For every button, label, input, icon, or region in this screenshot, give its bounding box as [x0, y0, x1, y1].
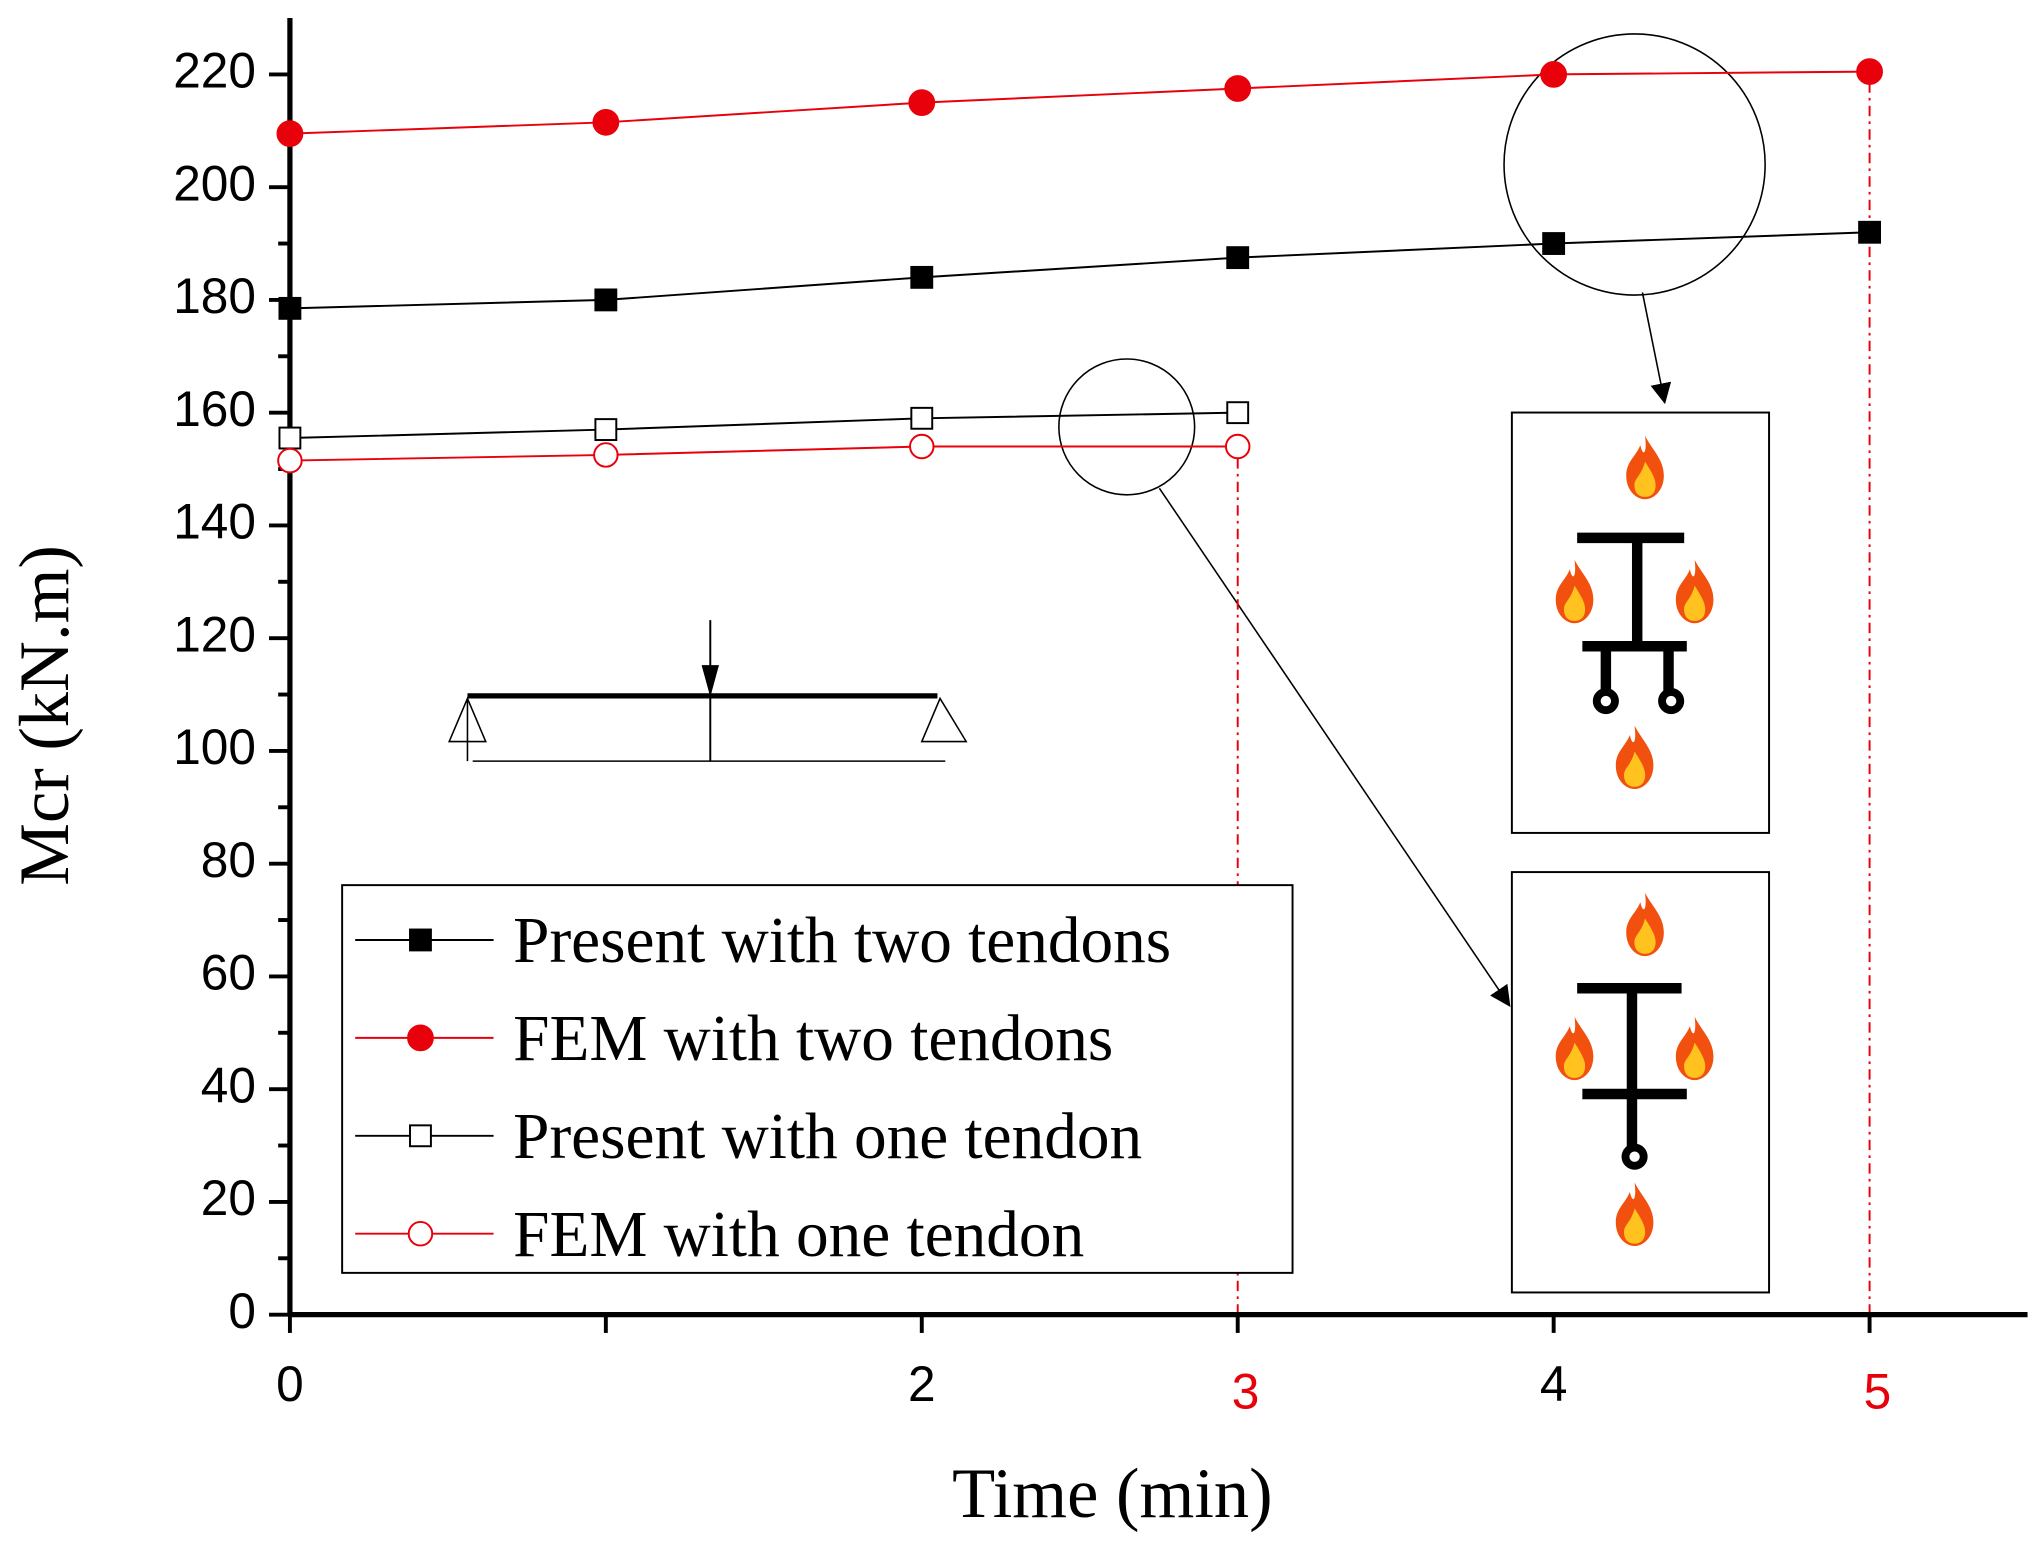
legend-label: FEM with two tendons — [513, 1003, 1113, 1075]
x-tick-label: 4 — [1540, 1356, 1568, 1412]
marker — [276, 120, 304, 147]
section-two-tendons — [1510, 411, 1771, 834]
marker — [910, 265, 934, 289]
marker — [1224, 75, 1252, 102]
marker — [594, 418, 618, 441]
marker — [1540, 61, 1568, 88]
marker — [1856, 58, 1883, 85]
x-tick-label: 5 — [1864, 1364, 1892, 1420]
y-tick-label: 220 — [173, 43, 256, 99]
x-tick-label: 0 — [276, 1356, 304, 1412]
y-tick-label: 180 — [173, 268, 256, 324]
series-line — [289, 445, 1238, 462]
legend-label: Present with two tendons — [513, 905, 1171, 977]
series-line — [289, 411, 1238, 440]
legend-label: FEM with one tendon — [513, 1199, 1084, 1271]
y-tick-label: 120 — [173, 606, 256, 662]
legend: Present with two tendons FEM with two ten… — [341, 884, 1294, 1274]
marker — [1226, 246, 1250, 270]
y-tick-label: 20 — [201, 1170, 256, 1226]
x-tick-label: 2 — [908, 1356, 936, 1412]
marker — [592, 108, 620, 136]
y-tick-label: 160 — [173, 381, 256, 437]
series-line — [289, 231, 1870, 310]
y-axis-label: Mcr (kN.m) — [6, 545, 84, 886]
marker — [1542, 232, 1566, 255]
y-tick-label: 60 — [201, 945, 256, 1001]
legend-box — [341, 884, 1294, 1274]
y-tick-label: 200 — [173, 155, 256, 211]
y-tick-label: 40 — [201, 1057, 256, 1113]
legend-marker — [407, 1024, 434, 1052]
marker — [909, 433, 935, 460]
marker — [908, 89, 936, 116]
y-tick-label: 140 — [173, 494, 256, 550]
y-tick-label: 0 — [228, 1283, 256, 1339]
legend-marker — [409, 928, 432, 952]
marker — [277, 447, 303, 474]
section-one-tendon — [1510, 871, 1771, 1294]
marker — [910, 406, 934, 430]
series-line — [289, 70, 1870, 135]
marker — [278, 426, 302, 450]
marker — [1224, 433, 1251, 460]
marker — [1858, 220, 1882, 244]
marker — [593, 442, 619, 468]
callouts — [1058, 33, 1766, 1007]
x-tick-label: 3 — [1232, 1364, 1260, 1420]
beam-sketch — [448, 620, 968, 762]
y-tick-label: 80 — [201, 832, 256, 888]
legend-marker — [407, 1220, 434, 1247]
marker — [594, 288, 618, 312]
legend-label: Present with one tendon — [513, 1101, 1142, 1173]
marker — [1226, 401, 1250, 425]
legend-marker — [409, 1124, 432, 1148]
marker — [278, 296, 302, 320]
y-tick-label: 100 — [173, 719, 256, 775]
x-axis-label: Time (min) — [952, 1455, 1272, 1533]
